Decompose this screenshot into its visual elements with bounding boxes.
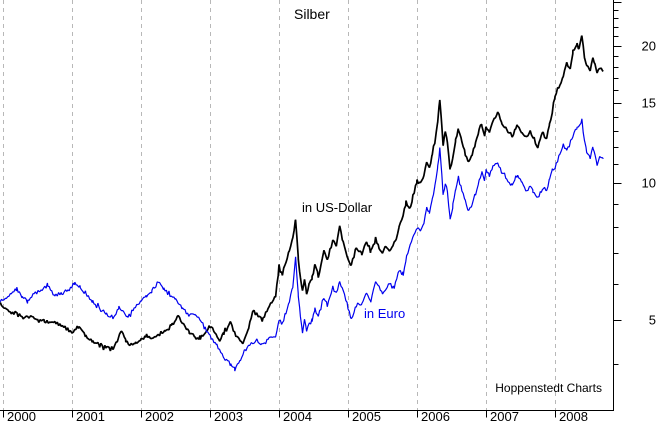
y-tick-label: 10 [642,176,656,191]
x-tick-label: 2005 [352,409,381,424]
x-tick-label: 2008 [559,409,588,424]
x-tick-label: 2002 [145,409,174,424]
series-euro-line [0,118,604,372]
watermark: Hoppenstedt Charts [495,381,602,395]
y-tick-label: 15 [642,95,656,110]
usd-series-label: in US-Dollar [302,200,373,215]
x-tick-label: 2006 [421,409,450,424]
chart-title: Silber [294,6,330,22]
x-tick-label: 2001 [76,409,105,424]
x-tick-label: 2000 [7,409,36,424]
series-usd-line [0,35,604,352]
x-tick-label: 2004 [283,409,312,424]
x-tick-label: 2003 [214,409,243,424]
euro-series-label: in Euro [364,306,406,321]
x-tick-label: 2007 [490,409,519,424]
y-tick-label: 20 [642,39,656,54]
y-tick-label: 5 [649,312,656,327]
